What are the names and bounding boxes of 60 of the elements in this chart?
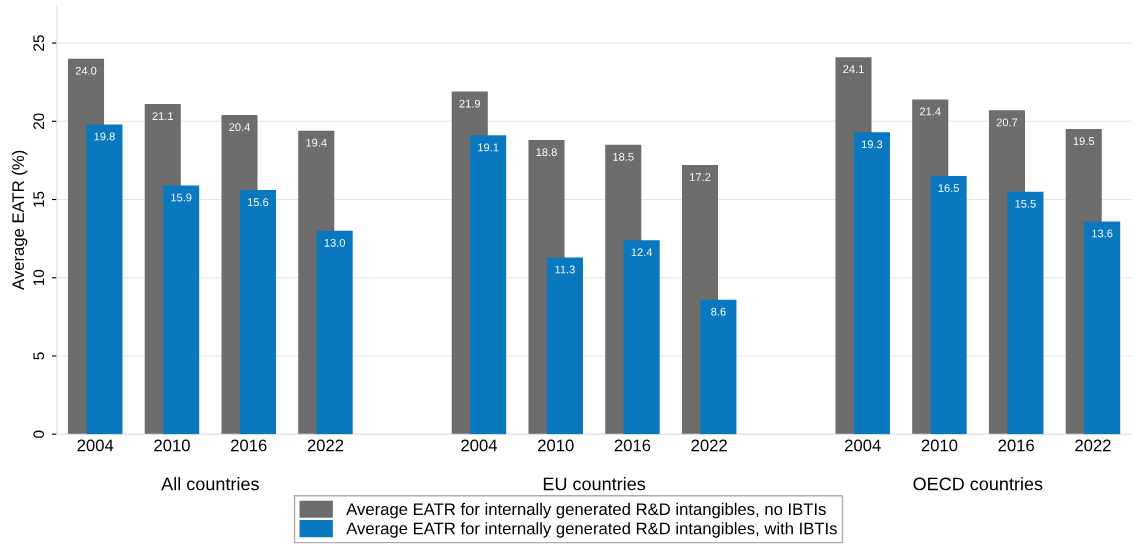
data-label: 19.8 [94,132,115,141]
x-tick-label: 2016 [614,439,651,452]
x-tick-label: 2004 [461,439,498,452]
x-tick-label: 2004 [77,439,114,452]
data-label: 20.4 [229,123,250,132]
data-label: 11.3 [555,265,575,274]
data-label: 19.4 [306,138,327,147]
legend-label: Average EATR for internally generated R&D intangibles, with IBTIs [346,522,837,538]
bar [546,257,583,435]
y-tick-label: 15 [33,191,45,207]
text: EU countries [543,477,646,491]
data-label: 21.9 [459,99,481,108]
bar [700,299,737,435]
x-tick-label: 2022 [307,439,344,452]
data-label: 13.6 [1092,229,1113,238]
bar [163,185,200,435]
bar [470,135,507,435]
data-label: 17.2 [690,173,711,181]
data-label: 15.9 [171,193,192,202]
data-label: 20.7 [996,118,1018,127]
x-tick-label: 2010 [538,439,574,452]
bar [1007,191,1044,435]
data-label: 15.5 [1015,199,1036,208]
data-label: 21.4 [919,107,941,116]
bar [316,230,353,435]
data-label: 18.5 [613,152,634,161]
bar [1084,221,1121,435]
y-axis-title: Average EATR (%) [11,150,28,290]
legend-label: Average EATR for internally generated R&D intangibles, no IBTIs [346,502,826,519]
bar [623,240,660,435]
data-label: 15.6 [247,198,269,207]
x-tick-label: 2016 [231,439,267,452]
x-tick-label: 2010 [921,439,958,452]
x-tick-label: 2016 [998,439,1034,452]
bar [239,190,276,435]
y-tick-label: 5 [33,352,45,360]
bar [86,124,123,435]
x-tick-label: 2022 [1075,439,1111,452]
x-tick-label: 2022 [691,439,727,452]
data-label: 24.1 [843,65,864,74]
data-label: 8.6 [711,307,726,316]
bar [930,176,967,435]
data-label: 19.1 [478,143,499,152]
data-label: 16.5 [938,184,959,193]
data-label: 19.5 [1073,137,1095,146]
bar [853,132,890,435]
x-tick-label: 2004 [845,439,881,452]
text: All countries [161,477,259,491]
data-label: 24.0 [75,66,97,75]
data-label: 13.0 [324,238,346,247]
data-label: 19.3 [861,140,883,149]
data-label: 12.4 [631,248,653,257]
y-tick-label: 10 [33,269,45,286]
y-tick-label: 20 [33,113,45,130]
y-tick-label: 25 [33,35,45,51]
x-tick-label: 2010 [154,439,190,452]
data-label: 21.1 [152,112,174,120]
text: OECD countries [913,477,1043,491]
data-label: 18.8 [536,148,557,157]
y-tick-label: 0 [33,430,45,438]
